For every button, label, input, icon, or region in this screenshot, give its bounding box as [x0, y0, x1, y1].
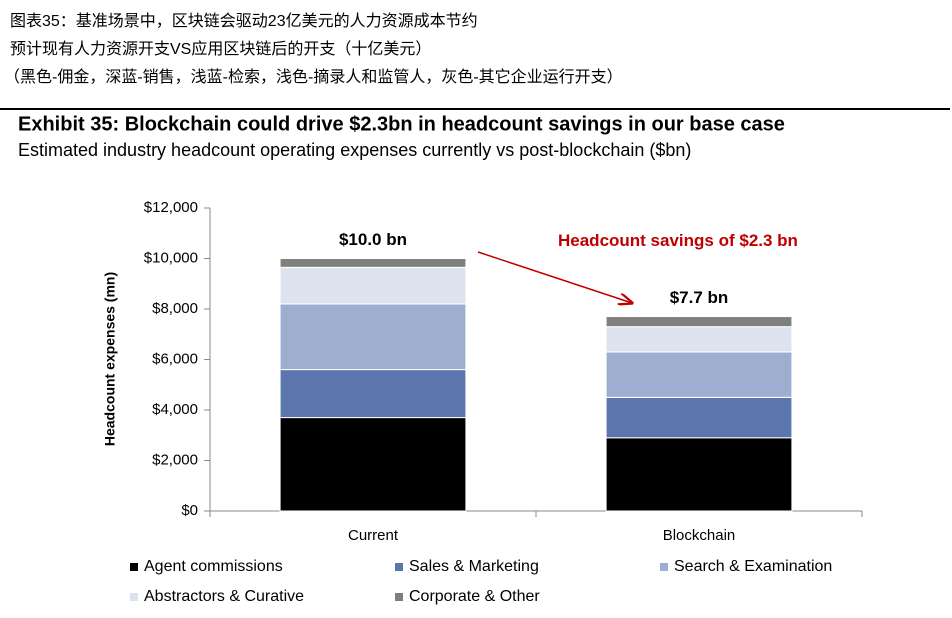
header-line: （黑色-佣金，深蓝-销售，浅蓝-检索，浅色-摘录人和监管人，灰色-其它企业运行开…	[4, 68, 623, 86]
y-tick-label: $10,000	[144, 249, 198, 266]
annotation: Headcount savings of $2.3 bn	[558, 231, 798, 250]
bar-segment	[279, 303, 467, 371]
bar-segment	[605, 316, 793, 328]
bar-segment	[605, 326, 793, 353]
legend-swatch	[395, 563, 403, 571]
y-tick-label: $8,000	[152, 300, 198, 317]
bar-segment	[605, 396, 793, 439]
legend-swatch	[395, 593, 403, 601]
total-label: $7.7 bn	[670, 288, 729, 307]
arrow	[477, 251, 632, 303]
bar-segment	[605, 351, 793, 398]
header-line: 预计现有人力资源开支VS应用区块链后的开支（十亿美元）	[10, 39, 431, 58]
legend-label: Abstractors & Curative	[144, 588, 304, 605]
y-tick-label: $12,000	[144, 199, 198, 216]
bar-segment	[605, 437, 793, 512]
legend-label: Corporate & Other	[409, 588, 540, 605]
legend-label: Agent commissions	[144, 558, 283, 575]
y-tick-label: $6,000	[152, 350, 198, 367]
header-line: 图表35：基准场景中，区块链会驱动23亿美元的人力资源成本节约	[10, 12, 478, 30]
y-axis-label: Headcount expenses (mn)	[102, 272, 118, 446]
legend-label: Sales & Marketing	[409, 558, 539, 575]
bar-segment	[279, 258, 467, 268]
y-tick-label: $2,000	[152, 451, 198, 468]
y-tick-label: $4,000	[152, 401, 198, 418]
legend-swatch	[130, 593, 138, 601]
chart-title: Exhibit 35: Blockchain could drive $2.3b…	[18, 113, 785, 135]
bar-segment	[279, 417, 467, 512]
legend-label: Search & Examination	[674, 558, 832, 575]
bar-segment	[279, 266, 467, 305]
bar-segment	[279, 369, 467, 419]
x-tick-label: Current	[348, 527, 399, 544]
legend-swatch	[660, 563, 668, 571]
x-tick-label: Blockchain	[663, 527, 736, 544]
total-label: $10.0 bn	[339, 230, 407, 249]
y-tick-label: $0	[181, 502, 198, 519]
legend-swatch	[130, 563, 138, 571]
chart-subtitle: Estimated industry headcount operating e…	[18, 140, 691, 160]
